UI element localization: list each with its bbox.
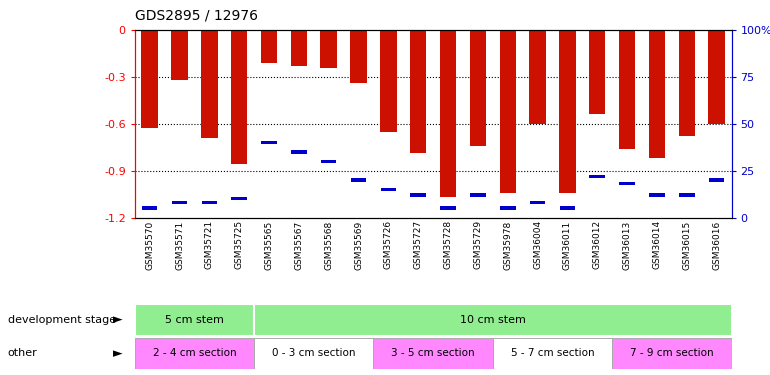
Bar <box>135 338 254 369</box>
Text: 0 - 3 cm section: 0 - 3 cm section <box>272 348 356 358</box>
Bar <box>470 30 486 146</box>
Bar <box>201 30 218 138</box>
Bar <box>290 30 307 66</box>
Bar <box>232 197 247 201</box>
Bar <box>679 193 695 197</box>
Bar <box>590 174 605 178</box>
Text: other: other <box>8 348 38 358</box>
Bar <box>560 206 575 210</box>
Bar <box>619 182 634 186</box>
Bar <box>171 30 188 80</box>
Bar <box>410 30 427 153</box>
Bar <box>559 30 576 192</box>
Bar <box>254 338 373 369</box>
Bar <box>678 30 695 136</box>
Bar <box>351 178 367 182</box>
Text: ►: ► <box>113 347 122 360</box>
Bar <box>709 178 725 182</box>
Bar <box>380 30 397 132</box>
Bar <box>291 150 306 154</box>
Text: 5 cm stem: 5 cm stem <box>165 315 224 325</box>
Bar <box>261 141 276 144</box>
Bar <box>135 304 254 336</box>
Bar <box>410 193 426 197</box>
Text: 7 - 9 cm section: 7 - 9 cm section <box>630 348 714 358</box>
Bar <box>320 30 337 68</box>
Bar <box>708 30 725 124</box>
Bar <box>380 188 396 191</box>
Bar <box>470 193 486 197</box>
Text: ►: ► <box>113 313 122 326</box>
Bar <box>648 30 665 158</box>
Bar <box>589 30 605 114</box>
Text: 5 - 7 cm section: 5 - 7 cm section <box>511 348 594 358</box>
Bar <box>172 201 187 204</box>
Bar <box>373 338 493 369</box>
Bar <box>612 338 731 369</box>
Bar <box>500 206 515 210</box>
Bar <box>530 201 545 204</box>
Bar <box>350 30 367 83</box>
Text: development stage: development stage <box>8 315 115 325</box>
Bar <box>500 30 516 192</box>
Bar <box>493 338 612 369</box>
Bar <box>649 193 665 197</box>
Text: GDS2895 / 12976: GDS2895 / 12976 <box>135 9 258 22</box>
Text: 2 - 4 cm section: 2 - 4 cm section <box>152 348 236 358</box>
Bar <box>231 30 247 164</box>
Bar <box>142 30 158 128</box>
Text: 10 cm stem: 10 cm stem <box>460 315 526 325</box>
Bar <box>202 201 217 204</box>
Bar <box>529 30 546 124</box>
Bar <box>261 30 277 63</box>
Text: 3 - 5 cm section: 3 - 5 cm section <box>391 348 475 358</box>
Bar <box>321 159 336 163</box>
Bar <box>254 304 732 336</box>
Bar <box>440 30 457 197</box>
Bar <box>142 206 157 210</box>
Bar <box>440 206 456 210</box>
Bar <box>619 30 635 149</box>
